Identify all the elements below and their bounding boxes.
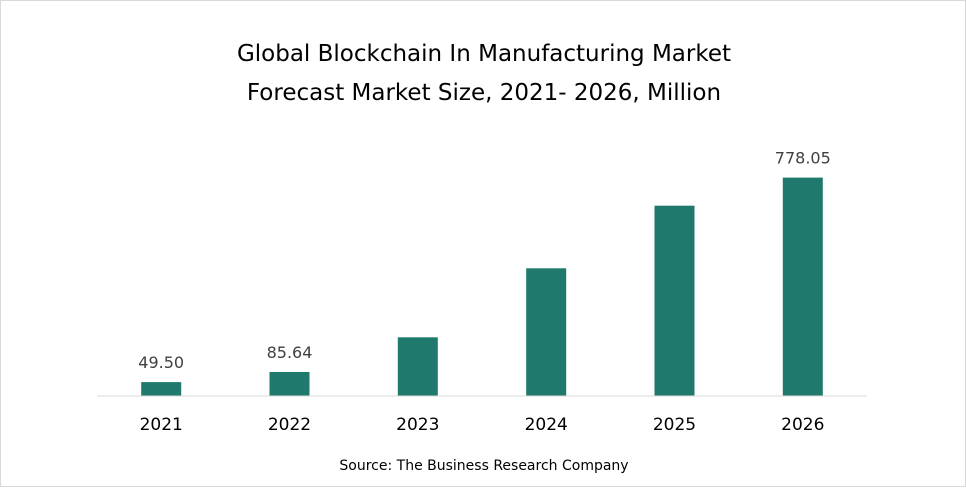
- x-tick-label-2023: 2023: [396, 415, 439, 435]
- x-tick-label-2025: 2025: [653, 415, 696, 435]
- x-tick-label-2026: 2026: [781, 415, 824, 435]
- bar-2025: [654, 205, 695, 396]
- x-tick-label-2024: 2024: [525, 415, 568, 435]
- bars-layer: [141, 177, 823, 396]
- bar-2026: [782, 177, 823, 396]
- x-tick-label-2022: 2022: [268, 415, 311, 435]
- x-tick-labels: 2021 2022 2023 2024 2025 2026: [140, 415, 825, 435]
- data-labels: 49.50 85.64 778.05: [138, 149, 830, 373]
- chart-subtitle: Forecast Market Size, 2021- 2026, Millio…: [247, 80, 721, 106]
- source-note: Source: The Business Research Company: [339, 458, 628, 474]
- bar-2024: [526, 268, 567, 396]
- bar-2022: [269, 372, 310, 396]
- data-label-2022: 85.64: [267, 343, 313, 362]
- bar-2023: [397, 337, 438, 396]
- data-label-2026: 778.05: [775, 149, 831, 168]
- bar-2021: [141, 382, 182, 396]
- data-label-2021: 49.50: [138, 353, 184, 372]
- x-tick-label-2021: 2021: [140, 415, 183, 435]
- chart-title: Global Blockchain In Manufacturing Marke…: [237, 41, 731, 67]
